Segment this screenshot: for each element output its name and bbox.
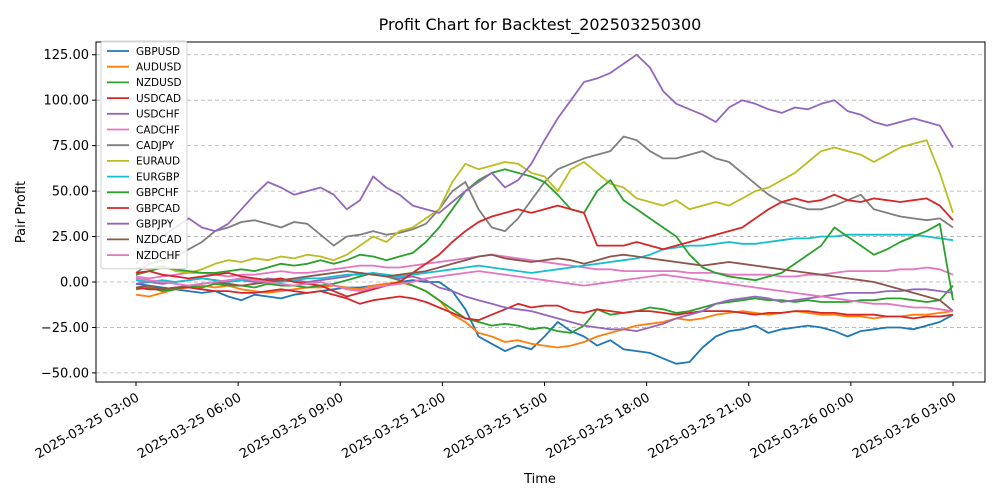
x-tick-label: 2025-03-25 15:00 — [442, 390, 551, 462]
legend-label-gbpjpy: GBPJPY — [136, 219, 174, 231]
x-tick-label: 2025-03-25 03:00 — [33, 390, 142, 462]
series-line-gbpjpy — [135, 53, 954, 265]
legend-label-cadchf: CADCHF — [136, 124, 180, 136]
x-tick-label: 2025-03-26 00:00 — [748, 390, 857, 462]
legend-label-nzdusd: NZDUSD — [136, 77, 182, 89]
x-tick-label: 2025-03-25 06:00 — [135, 390, 244, 462]
series-line-usdcad — [135, 286, 954, 322]
plot-frame — [95, 41, 986, 383]
y-tick-label: 125.00 — [44, 48, 90, 63]
series-line-nzdcad — [135, 253, 954, 312]
x-tick-label: 2025-03-25 12:00 — [339, 390, 448, 462]
y-tick-label: 100.00 — [44, 94, 90, 109]
series-line-gbpcad — [135, 193, 954, 298]
y-tick-label: −50.00 — [41, 366, 89, 381]
plot-series — [135, 53, 954, 365]
series-line-nzdusd — [135, 271, 954, 334]
legend-label-usdcad: USDCAD — [136, 93, 181, 105]
legend-label-gbpchf: GBPCHF — [136, 187, 179, 199]
legend: GBPUSD AUDUSD NZDUSD USDCAD USDCHF CADCHF CADJ… — [100, 40, 188, 270]
legend-label-audusd: AUDUSD — [136, 62, 181, 74]
x-tick-label: 2025-03-25 09:00 — [237, 390, 346, 462]
grid-lines — [96, 54, 985, 374]
x-axis-label: Time — [523, 472, 556, 487]
y-tick-label: 50.00 — [52, 185, 89, 200]
legend-label-cadjpy: CADJPY — [136, 140, 175, 152]
series-line-nzdchf — [135, 270, 954, 312]
legend-label-gbpusd: GBPUSD — [136, 46, 180, 58]
series-line-euraud — [135, 139, 954, 274]
y-axis-ticks: 125.00 100.00 75.00 50.00 25.00 0.00 −25.00 −50… — [41, 48, 96, 381]
y-axis-label: Pair Profit — [14, 181, 29, 243]
series-line-audusd — [135, 281, 954, 349]
series-line-cadjpy — [135, 135, 954, 274]
x-tick-label: 2025-03-25 21:00 — [646, 390, 755, 462]
y-tick-label: 75.00 — [52, 139, 89, 154]
legend-label-eurgbp: EURGBP — [136, 171, 179, 183]
legend-label-gbpcad: GBPCAD — [136, 203, 180, 215]
y-tick-label: 0.00 — [60, 276, 89, 291]
legend-label-usdchf: USDCHF — [136, 109, 180, 121]
series-line-gbpchf — [135, 168, 954, 301]
legend-label-euraud: EURAUD — [136, 156, 180, 168]
legend-label-nzdcad: NZDCAD — [136, 234, 182, 246]
x-tick-label: 2025-03-25 18:00 — [544, 390, 653, 462]
y-tick-label: 25.00 — [52, 230, 89, 245]
series-line-gbpusd — [135, 279, 954, 365]
legend-label-nzdchf: NZDCHF — [136, 250, 180, 262]
x-tick-label: 2025-03-26 03:00 — [850, 390, 959, 462]
y-tick-label: −25.00 — [41, 321, 89, 336]
chart-title: Profit Chart for Backtest_202503250300 — [379, 15, 702, 35]
